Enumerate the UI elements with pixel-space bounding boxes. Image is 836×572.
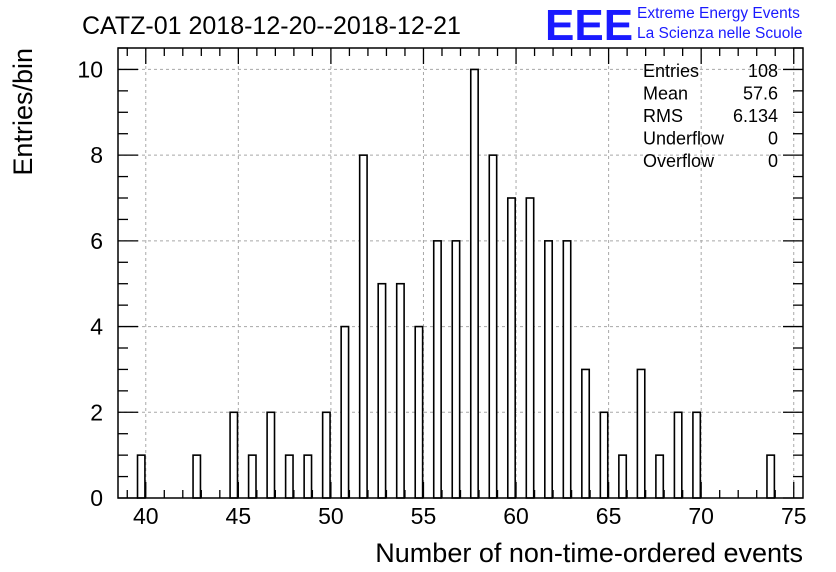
stats-value: 0 xyxy=(768,129,778,149)
stats-label: RMS xyxy=(643,106,683,126)
y-tick-label: 4 xyxy=(90,314,103,340)
histogram-bar xyxy=(340,325,350,499)
histogram-bar xyxy=(451,240,461,499)
eee-logo: EEE Extreme Energy Events La Scienza nel… xyxy=(545,1,802,50)
histogram-bar xyxy=(136,454,146,499)
y-tick-label: 6 xyxy=(90,228,103,254)
histogram-bar xyxy=(673,411,683,499)
x-tick-label: 70 xyxy=(688,503,714,529)
histogram-bar xyxy=(284,454,294,499)
histogram-bar xyxy=(766,454,776,499)
x-axis-label: Number of non-time-ordered events xyxy=(375,538,803,568)
stats-label: Underflow xyxy=(643,129,725,149)
histogram-bar xyxy=(432,240,442,499)
logo-line-1: Extreme Energy Events xyxy=(637,5,800,22)
histogram-bar xyxy=(562,240,572,499)
stats-label: Entries xyxy=(643,61,699,81)
histogram-bar xyxy=(488,154,498,499)
histogram-bar xyxy=(266,411,276,499)
histogram-bar xyxy=(469,68,479,499)
histogram-bar xyxy=(303,454,313,499)
stats-label: Overflow xyxy=(643,151,715,171)
x-tick-labels: 40 45 50 55 60 65 70 75 xyxy=(133,503,807,529)
y-tick-label: 8 xyxy=(90,142,103,168)
histogram-bar xyxy=(247,454,257,499)
histogram-bar xyxy=(655,454,665,499)
x-tick-label: 60 xyxy=(503,503,529,529)
y-tick-label: 2 xyxy=(90,399,103,425)
histogram-bar xyxy=(636,368,646,499)
x-tick-label: 65 xyxy=(596,503,622,529)
x-tick-label: 75 xyxy=(781,503,807,529)
stats-value: 57.6 xyxy=(743,84,778,104)
histogram-bar xyxy=(321,411,331,499)
histogram-bar xyxy=(581,368,591,499)
x-tick-label: 45 xyxy=(226,503,252,529)
axis-ticks xyxy=(118,47,803,499)
y-tick-label: 10 xyxy=(77,56,103,82)
eee-logo-mark: EEE xyxy=(545,1,633,50)
grid-lines xyxy=(118,48,803,498)
stats-box: Entries 108 Mean 57.6 RMS 6.134 Underflow 0 Over… xyxy=(643,61,778,171)
stats-label: Mean xyxy=(643,84,688,104)
histogram-bar xyxy=(192,454,202,499)
y-axis-label: Entries/bin xyxy=(8,48,38,176)
histogram-bar xyxy=(618,454,628,499)
stats-value: 108 xyxy=(748,61,778,81)
histogram-bar xyxy=(229,411,239,499)
histogram-bar xyxy=(506,197,516,499)
logo-line-2: La Scienza nelle Scuole xyxy=(637,25,802,42)
x-tick-label: 40 xyxy=(133,503,159,529)
stats-value: 0 xyxy=(768,151,778,171)
histogram-bar xyxy=(358,154,368,499)
stats-value: 6.134 xyxy=(733,106,778,126)
chart-title: CATZ-01 2018-12-20--2018-12-21 xyxy=(82,12,461,40)
x-tick-label: 55 xyxy=(411,503,437,529)
histogram-bar xyxy=(525,197,535,499)
histogram-bar xyxy=(544,240,554,499)
y-tick-labels: 0 2 4 6 8 10 xyxy=(77,56,103,511)
histogram-bar xyxy=(377,282,387,499)
histogram-bar xyxy=(395,282,405,499)
y-tick-label: 0 xyxy=(90,485,103,511)
histogram-bar xyxy=(692,411,702,499)
histogram-bar xyxy=(599,411,609,499)
x-tick-label: 50 xyxy=(318,503,344,529)
histogram-bar xyxy=(414,325,424,499)
